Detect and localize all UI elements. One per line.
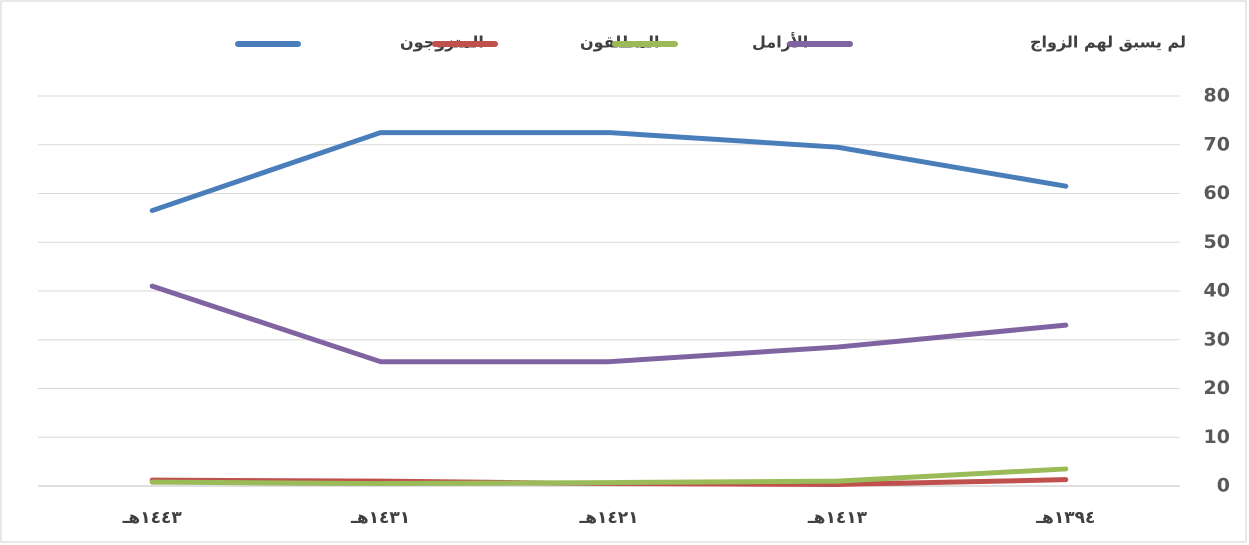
y-tick-label: 20 xyxy=(1204,377,1230,399)
x-tick-label: ١٣٩٤هـ xyxy=(1035,508,1095,528)
series-line xyxy=(149,466,1069,487)
series-line xyxy=(149,130,1069,214)
y-tick-label: 30 xyxy=(1204,328,1230,350)
y-tick-label: 10 xyxy=(1204,426,1230,448)
y-tick-label: 50 xyxy=(1204,231,1230,253)
y-tick-label: 40 xyxy=(1204,280,1230,302)
y-tick-label: 60 xyxy=(1204,182,1230,204)
y-tick-label: 0 xyxy=(1217,475,1230,497)
x-tick-label: ١٤٤٣هـ xyxy=(122,508,183,528)
legend-label: لم يسبق لهم الزواج xyxy=(1030,33,1186,52)
y-tick-label: 70 xyxy=(1204,133,1230,155)
series-line xyxy=(149,283,1069,365)
y-tick-label: 80 xyxy=(1204,85,1230,107)
x-tick-label: ١٤٢١هـ xyxy=(578,508,638,528)
x-tick-label: ١٤٣١هـ xyxy=(350,508,410,528)
x-tick-label: ١٤١٣هـ xyxy=(807,508,868,528)
